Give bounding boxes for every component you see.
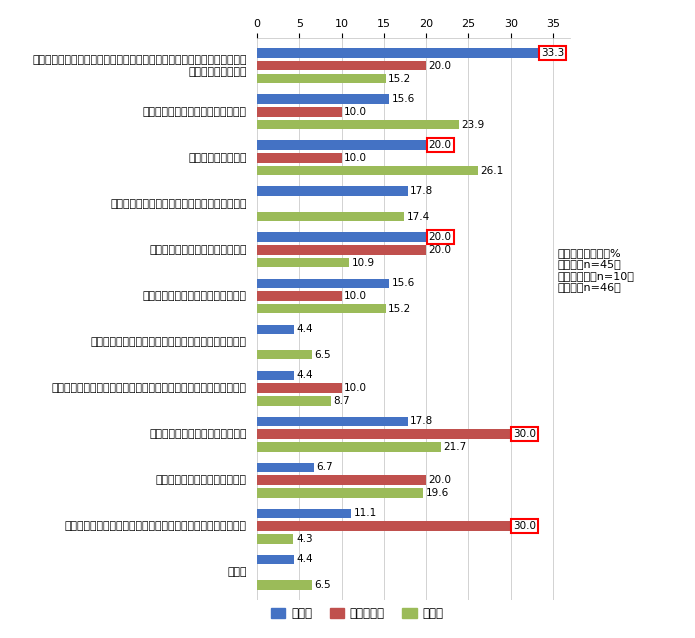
Bar <box>257 442 441 452</box>
Text: 20.0: 20.0 <box>429 245 452 255</box>
Legend: 大企業, ベンチャー, その他: 大企業, ベンチャー, その他 <box>266 602 448 625</box>
Text: 10.0: 10.0 <box>344 107 367 117</box>
Bar <box>257 107 342 117</box>
Text: 20.0: 20.0 <box>429 475 452 485</box>
Text: 33.3: 33.3 <box>541 48 564 58</box>
Text: 8.7: 8.7 <box>333 396 350 406</box>
Text: 6.5: 6.5 <box>315 580 332 590</box>
Text: 20.0: 20.0 <box>429 61 452 71</box>
Bar <box>257 140 426 150</box>
Text: 30.0: 30.0 <box>514 521 537 531</box>
Text: 17.8: 17.8 <box>410 186 434 196</box>
Text: 6.5: 6.5 <box>315 350 332 360</box>
Text: 17.8: 17.8 <box>410 416 434 426</box>
Bar <box>257 61 426 70</box>
Bar <box>257 417 407 426</box>
Bar <box>257 581 312 590</box>
Bar <box>257 554 295 564</box>
Bar <box>257 371 295 380</box>
Bar <box>257 74 386 84</box>
Text: 15.6: 15.6 <box>391 278 415 288</box>
Text: 23.9: 23.9 <box>461 120 485 130</box>
Text: 10.0: 10.0 <box>344 153 367 163</box>
Bar <box>257 232 426 242</box>
Bar <box>257 153 342 163</box>
Text: 17.4: 17.4 <box>407 212 430 222</box>
Bar <box>257 350 312 359</box>
Bar <box>257 212 404 221</box>
Bar <box>257 488 423 498</box>
Bar <box>257 246 426 255</box>
Text: 30.0: 30.0 <box>514 429 537 439</box>
Text: 11.1: 11.1 <box>354 508 377 518</box>
Bar <box>257 258 350 267</box>
Bar <box>257 521 511 531</box>
Text: 4.4: 4.4 <box>297 324 313 334</box>
Text: 15.6: 15.6 <box>391 94 415 104</box>
Bar <box>257 279 389 288</box>
Bar <box>257 535 293 544</box>
Text: 4.4: 4.4 <box>297 370 313 380</box>
Bar <box>257 508 351 518</box>
Text: 21.7: 21.7 <box>443 442 466 452</box>
Bar <box>257 325 295 334</box>
Text: 10.9: 10.9 <box>352 258 375 268</box>
Text: 26.1: 26.1 <box>480 166 504 176</box>
Text: 15.2: 15.2 <box>389 304 411 314</box>
Bar <box>257 94 389 103</box>
Bar <box>257 120 459 130</box>
Bar <box>257 167 477 175</box>
Text: 19.6: 19.6 <box>425 488 448 498</box>
Text: 6.7: 6.7 <box>316 462 333 472</box>
Text: 複数回答、単位：%
大企業（n=45）
ベンチャー（n=10）
その他（n=46）: 複数回答、単位：% 大企業（n=45） ベンチャー（n=10） その他（n=46… <box>557 248 634 292</box>
Text: 15.2: 15.2 <box>389 74 411 84</box>
Bar <box>257 396 331 406</box>
Bar <box>257 429 511 439</box>
Text: 20.0: 20.0 <box>429 232 452 242</box>
Bar <box>257 186 407 196</box>
Text: 4.3: 4.3 <box>296 534 313 544</box>
Bar <box>257 463 313 471</box>
Text: 4.4: 4.4 <box>297 554 313 564</box>
Bar <box>257 304 386 313</box>
Bar <box>257 292 342 300</box>
Bar <box>257 475 426 485</box>
Bar <box>257 383 342 392</box>
Text: 10.0: 10.0 <box>344 383 367 393</box>
Text: 20.0: 20.0 <box>429 140 452 150</box>
Bar <box>257 48 539 57</box>
Text: 10.0: 10.0 <box>344 291 367 301</box>
